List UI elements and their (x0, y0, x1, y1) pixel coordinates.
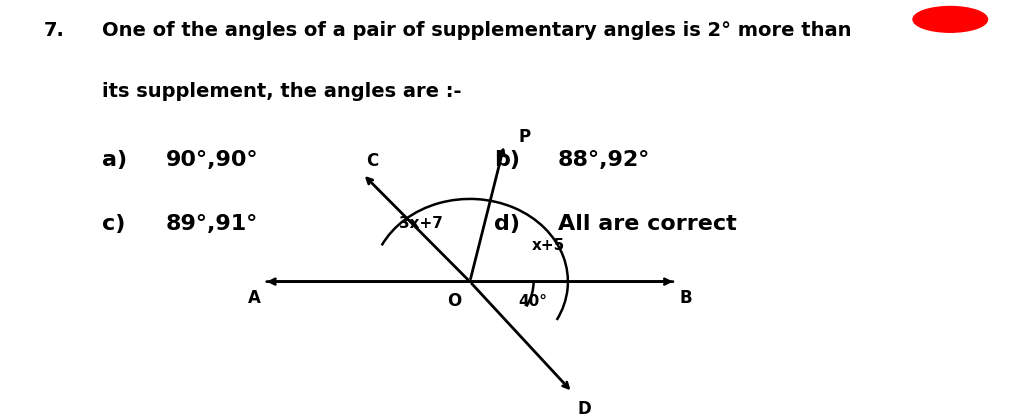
Text: P: P (518, 129, 530, 147)
Text: x+5: x+5 (531, 238, 565, 253)
Text: One of the angles of a pair of supplementary angles is 2° more than: One of the angles of a pair of supplemen… (102, 21, 852, 40)
Text: 40°: 40° (518, 294, 547, 309)
Circle shape (913, 7, 987, 32)
Text: 3x+7: 3x+7 (399, 216, 442, 231)
Text: b): b) (495, 150, 520, 170)
Text: D: D (578, 400, 591, 418)
Text: 90°,90°: 90°,90° (166, 150, 258, 170)
Text: B: B (679, 289, 692, 307)
Text: O: O (447, 292, 461, 310)
Text: 88°,92°: 88°,92° (558, 150, 650, 170)
Text: c): c) (102, 214, 126, 234)
Text: All are correct: All are correct (558, 214, 737, 234)
Text: A: A (248, 289, 260, 307)
Text: d): d) (495, 214, 520, 234)
Text: a): a) (102, 150, 127, 170)
Text: 7.: 7. (43, 21, 65, 40)
Text: its supplement, the angles are :-: its supplement, the angles are :- (102, 82, 462, 101)
Text: C: C (367, 152, 379, 170)
Text: 89°,91°: 89°,91° (166, 214, 258, 234)
